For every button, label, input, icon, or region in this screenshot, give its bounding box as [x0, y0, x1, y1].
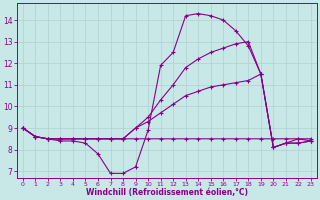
X-axis label: Windchill (Refroidissement éolien,°C): Windchill (Refroidissement éolien,°C) [86, 188, 248, 197]
